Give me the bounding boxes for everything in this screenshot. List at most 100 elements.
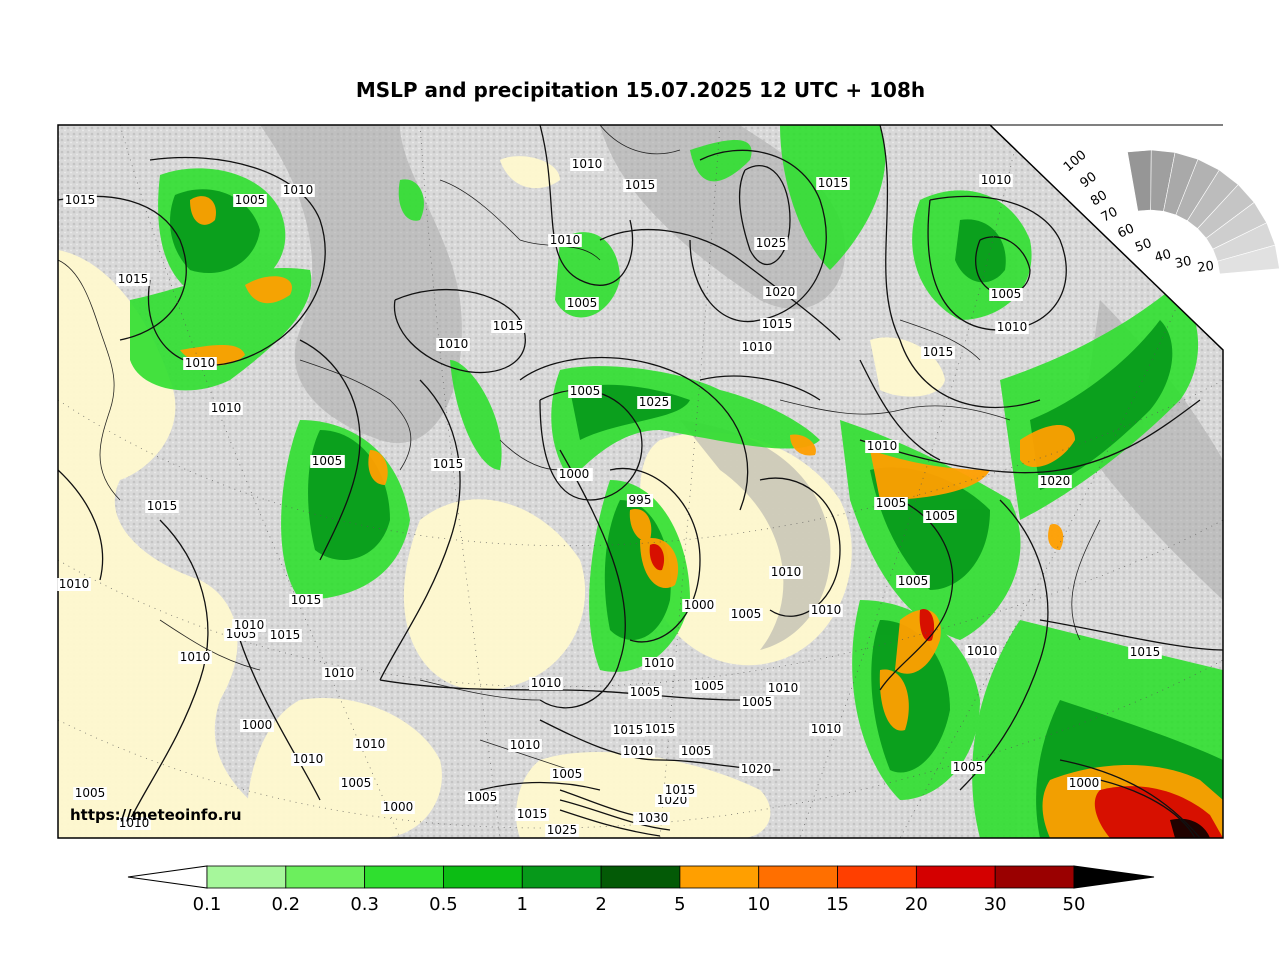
isobar-label-bg (289, 594, 323, 607)
isobar-label-bg (240, 719, 274, 732)
isobar-label: 1015 (1130, 645, 1161, 659)
isobar-label-bg (923, 510, 957, 523)
isobar-label-bg (339, 777, 373, 790)
isobar-label-bg (548, 234, 582, 247)
isobar-label: 1025 (756, 236, 787, 250)
isobar-label-bg (568, 385, 602, 398)
isobar-label-bg (951, 761, 985, 774)
isobar-label: 1010 (997, 320, 1028, 334)
isobar-label-bg (679, 745, 713, 758)
legend-tick-label: 0.2 (271, 894, 300, 915)
isobar-label-bg (740, 696, 774, 709)
isobar-label: 995 (629, 493, 652, 507)
isobar-label-bg (809, 604, 843, 617)
isobar-label: 1010 (742, 340, 773, 354)
isobar-label-bg (381, 801, 415, 814)
isobar-label: 1005 (341, 776, 372, 790)
cloud-scale-label: 50 (1133, 236, 1154, 256)
isobar-label: 1015 (762, 317, 793, 331)
isobar-label-bg (965, 645, 999, 658)
legend-swatch (443, 865, 523, 889)
cloud-scale-label: 70 (1099, 205, 1121, 226)
isobar-label-bg (769, 566, 803, 579)
isobar-label-bg (979, 174, 1013, 187)
cloud-scale-segment (1127, 149, 1152, 212)
isobar-label: 1015 (118, 272, 149, 286)
watermark-text: https://meteoinfo.ru (70, 806, 242, 824)
cloud-scale-label: 30 (1174, 254, 1193, 272)
isobar-label: 1005 (742, 695, 773, 709)
isobar-label: 1000 (383, 800, 414, 814)
isobar-label-bg (637, 396, 671, 409)
isobar-label-bg (989, 288, 1023, 301)
isobar-label: 1015 (493, 319, 524, 333)
isobar-label-bg (636, 812, 670, 825)
cloud-scale-label: 40 (1153, 247, 1173, 266)
isobar-label: 1010 (771, 565, 802, 579)
coastlines (58, 125, 1101, 771)
isobar-label-bg (663, 784, 697, 797)
legend-tick-label: 10 (747, 894, 770, 915)
isobar-label-bg (565, 297, 599, 310)
legend-extend-low (127, 865, 208, 889)
isobar-label: 1015 (665, 783, 696, 797)
isobar-label-bg (545, 824, 579, 837)
legend-swatch (837, 865, 917, 889)
isobar-label: 1015 (65, 193, 96, 207)
isobar-label: 1005 (630, 685, 661, 699)
legend-swatch (600, 865, 681, 889)
pressure-labels: 1010101510201025100510009951030102010051… (57, 157, 1162, 837)
isobar-label-bg (233, 194, 267, 207)
isobar-label: 1020 (741, 762, 772, 776)
isobar-label: 1005 (235, 193, 266, 207)
precipitation-legend: 0.1 0.2 0.3 0.5 1 2 5 10 15 20 30 50 (127, 865, 1155, 915)
legend-swatch (758, 865, 838, 889)
isobar-label: 1025 (639, 395, 670, 409)
chart-title: MSLP and precipitation 15.07.2025 12 UTC… (355, 78, 926, 102)
isobar-label: 1010 (531, 676, 562, 690)
isobar-label: 1010 (811, 722, 842, 736)
isobar-label: 1025 (547, 823, 578, 837)
isobar-label: 1005 (567, 296, 598, 310)
legend-tick-label: 2 (595, 894, 606, 915)
legend-swatch (364, 865, 444, 889)
isobar-label: 1010 (59, 577, 90, 591)
isobar-label: 1010 (119, 816, 150, 830)
isobar-label: 1005 (953, 760, 984, 774)
isobar-label: 1005 (552, 767, 583, 781)
isobar-label: 1005 (898, 574, 929, 588)
isobar-label-bg (896, 575, 930, 588)
isobar-label: 1010 (293, 752, 324, 766)
legend-tick-label: 1 (517, 894, 528, 915)
cloud-scale-label: 90 (1078, 169, 1100, 191)
isobar-label-bg (809, 723, 843, 736)
isobar-label: 1005 (694, 679, 725, 693)
isobar-label-bg (642, 657, 676, 670)
legend-tick-label: 50 (1063, 894, 1086, 915)
isobar-label-bg (682, 599, 716, 612)
isobar-label-bg (183, 357, 217, 370)
isobar-label: 1000 (1069, 776, 1100, 790)
isobar-label: 1015 (291, 593, 322, 607)
isobar-label: 1010 (283, 183, 314, 197)
isobar-label-bg (436, 338, 470, 351)
isobar-label-bg (754, 237, 788, 250)
isobar-label: 1010 (967, 644, 998, 658)
isobar-label: 1005 (731, 607, 762, 621)
legend-swatch (285, 865, 366, 889)
isobar-label: 1010 (438, 337, 469, 351)
isobar-label-bg (623, 179, 657, 192)
isobar-label-bg (353, 738, 387, 751)
isobar-label-bg (865, 440, 899, 453)
isobar-label-bg (232, 619, 266, 632)
isobar-label: 1015 (433, 457, 464, 471)
isobar-label: 1000 (684, 598, 715, 612)
isobar-label: 1005 (75, 786, 106, 800)
isobar-label-bg (117, 817, 151, 830)
isobar-label-bg (209, 402, 243, 415)
isobar-label-bg (621, 745, 655, 758)
isobar-label-bg (145, 500, 179, 513)
isobar-label: 1005 (991, 287, 1022, 301)
isobar-label: 1005 (681, 744, 712, 758)
legend-swatch (206, 865, 287, 889)
